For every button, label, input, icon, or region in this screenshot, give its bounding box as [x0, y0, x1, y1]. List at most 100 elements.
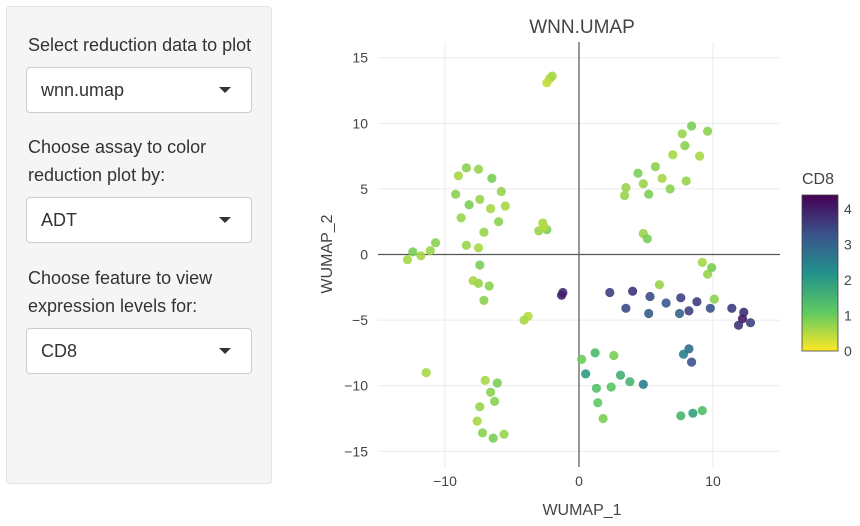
y-tick-label: 10	[352, 115, 368, 131]
cell-point	[519, 315, 529, 325]
cell-point	[451, 189, 461, 199]
cell-point	[605, 287, 615, 298]
cell-point	[687, 357, 697, 367]
chevron-down-icon	[219, 87, 231, 93]
colorbar-ticks: 4 3 2 1 0	[844, 201, 852, 359]
cell-point	[456, 213, 466, 223]
cell-point	[745, 318, 756, 328]
cell-point	[644, 308, 654, 319]
cell-point	[703, 126, 713, 136]
cell-point	[615, 370, 626, 380]
cell-point	[477, 428, 488, 438]
cell-point	[547, 71, 557, 81]
cell-point	[645, 291, 655, 302]
colorbar-tick-label: 3	[844, 237, 852, 253]
cell-point	[408, 247, 418, 257]
cell-point	[727, 303, 737, 313]
cell-point	[638, 179, 648, 189]
cell-point	[591, 383, 601, 393]
cell-point	[676, 293, 686, 303]
cell-point	[590, 348, 600, 358]
cell-point	[606, 382, 616, 392]
cell-point	[494, 217, 504, 227]
cell-point	[681, 176, 691, 186]
cell-point	[654, 280, 664, 290]
assay-select-label: Choose assay to color reduction plot by:	[28, 137, 207, 185]
cell-point	[687, 121, 697, 131]
chevron-down-icon	[219, 348, 231, 354]
cell-point	[496, 186, 506, 197]
reduction-select[interactable]: wnn.umap	[26, 67, 252, 113]
cell-point	[707, 263, 717, 273]
cell-point	[644, 189, 654, 199]
chart-title: WNN.UMAP	[529, 17, 635, 38]
cell-point	[625, 377, 635, 387]
plot-zero-lines	[378, 42, 780, 467]
cell-point	[416, 251, 426, 261]
x-axis-label: WUMAP_1	[542, 502, 621, 519]
cell-point	[684, 306, 694, 316]
colorbar-tick-label: 0	[844, 343, 852, 359]
cell-point	[621, 183, 631, 193]
cell-point	[677, 129, 687, 139]
y-tick-label: 0	[360, 247, 368, 263]
cell-point	[461, 240, 471, 250]
cell-point	[473, 243, 484, 253]
cell-point	[475, 260, 485, 270]
y-tick-label: 5	[360, 181, 368, 197]
cell-point	[479, 227, 489, 237]
colorbar-tick-label: 2	[844, 272, 852, 288]
cell-point	[486, 204, 496, 214]
cell-point	[464, 200, 474, 210]
cell-point	[499, 429, 509, 439]
cell-point	[421, 368, 431, 378]
cell-point	[633, 168, 643, 178]
cell-point	[468, 276, 478, 286]
cell-point	[621, 303, 631, 313]
cell-point	[703, 269, 713, 279]
cell-point	[453, 171, 463, 181]
cell-point	[684, 344, 694, 354]
cell-point	[486, 387, 496, 397]
cell-point	[480, 375, 490, 385]
cell-point	[472, 416, 482, 426]
cell-point	[479, 295, 489, 305]
cell-point	[697, 257, 707, 267]
cell-point	[737, 314, 748, 324]
cell-point	[402, 255, 413, 265]
x-tick-label: −10	[433, 473, 457, 489]
cell-point	[638, 379, 648, 389]
cell-point	[425, 246, 435, 256]
axis-ticks: −10 0 10 15 10 5 0 −5 −10 −15	[344, 50, 721, 489]
cell-point	[581, 369, 591, 379]
x-tick-label: 0	[575, 473, 583, 489]
y-tick-label: 15	[352, 50, 368, 66]
assay-selected-value: ADT	[41, 210, 77, 230]
cell-point	[676, 411, 686, 421]
cell-point	[657, 173, 667, 183]
x-tick-label: 10	[705, 473, 721, 489]
sidebar-panel: Select reduction data to plot wnn.umap C…	[6, 6, 272, 484]
colorbar-tick-label: 1	[844, 308, 852, 324]
assay-form-group: Choose assay to color reduction plot by:…	[26, 133, 252, 243]
cell-point	[492, 378, 502, 388]
feature-select[interactable]: CD8	[26, 328, 252, 374]
cell-point	[661, 298, 671, 308]
cell-point	[697, 406, 707, 416]
chevron-down-icon	[219, 217, 231, 223]
cell-point	[542, 78, 552, 88]
cell-point	[692, 297, 702, 307]
cell-point	[487, 173, 497, 183]
cell-point	[680, 141, 690, 151]
cell-point	[642, 234, 652, 244]
cell-point	[598, 413, 608, 424]
cell-point	[461, 163, 471, 173]
cell-point	[668, 150, 678, 160]
colorbar: CD8 4 3 2 1 0	[801, 171, 852, 359]
cell-point	[539, 222, 549, 232]
cell-point	[705, 303, 715, 313]
assay-select[interactable]: ADT	[26, 197, 252, 243]
reduction-form-group: Select reduction data to plot wnn.umap	[26, 31, 252, 113]
cell-point	[475, 194, 485, 204]
